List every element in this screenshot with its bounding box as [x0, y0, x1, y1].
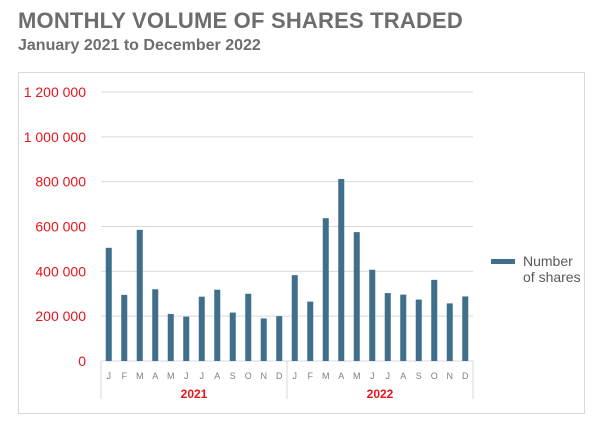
- bar: [369, 269, 376, 361]
- x-tick-label: A: [338, 371, 344, 381]
- y-tick-label: 800 000: [35, 174, 86, 190]
- bar: [384, 293, 391, 361]
- y-tick-label: 0: [78, 353, 86, 369]
- x-tick-label: J: [200, 371, 205, 381]
- bar: [307, 301, 314, 361]
- x-tick-label: S: [230, 371, 236, 381]
- x-tick-label: M: [322, 371, 330, 381]
- x-tick-label: S: [416, 371, 422, 381]
- y-tick-label: 400 000: [35, 263, 86, 279]
- bar: [322, 218, 329, 361]
- legend-label: of shares: [523, 269, 581, 285]
- bar: [183, 316, 190, 361]
- bar: [198, 296, 205, 361]
- bar: [121, 294, 128, 361]
- year-label: 2022: [367, 387, 394, 401]
- bar: [431, 279, 438, 361]
- x-tick-label: A: [400, 371, 406, 381]
- bar: [276, 316, 283, 361]
- x-tick-label: F: [308, 371, 314, 381]
- y-tick-label: 200 000: [35, 308, 86, 324]
- legend-label: Number: [523, 253, 573, 269]
- bar: [260, 318, 267, 361]
- x-tick-label: J: [370, 371, 375, 381]
- bar: [291, 275, 298, 361]
- x-tick-label: F: [122, 371, 128, 381]
- x-tick-label: D: [462, 371, 469, 381]
- x-tick-label: O: [431, 371, 438, 381]
- chart-title: MONTHLY VOLUME OF SHARES TRADED: [18, 8, 464, 33]
- x-tick-label: J: [293, 371, 298, 381]
- x-tick-label: N: [447, 371, 454, 381]
- chart-frame: [18, 72, 585, 414]
- bar: [136, 229, 143, 361]
- bar: [214, 289, 221, 361]
- bar: [415, 299, 422, 361]
- x-tick-label: M: [136, 371, 144, 381]
- x-tick-label: M: [167, 371, 175, 381]
- x-tick-label: A: [214, 371, 220, 381]
- x-tick-label: N: [261, 371, 268, 381]
- y-tick-label: 1 200 000: [24, 84, 86, 100]
- x-tick-label: J: [184, 371, 189, 381]
- bar: [338, 178, 345, 361]
- year-label: 2021: [181, 387, 208, 401]
- x-tick-label: J: [386, 371, 391, 381]
- bar: [400, 294, 407, 361]
- bar: [229, 312, 236, 361]
- bar: [462, 296, 469, 361]
- legend-swatch: [491, 259, 515, 264]
- bar: [167, 313, 174, 361]
- y-tick-label: 600 000: [35, 219, 86, 235]
- x-tick-label: O: [245, 371, 252, 381]
- bar: [446, 303, 453, 361]
- x-tick-label: M: [353, 371, 361, 381]
- bar: [152, 289, 159, 361]
- x-tick-label: J: [107, 371, 112, 381]
- x-tick-label: D: [276, 371, 283, 381]
- x-tick-label: A: [152, 371, 158, 381]
- chart-subtitle: January 2021 to December 2022: [18, 37, 261, 54]
- bar: [245, 293, 252, 361]
- bar: [353, 232, 360, 361]
- y-tick-label: 1 000 000: [24, 129, 86, 145]
- bar: [105, 247, 112, 361]
